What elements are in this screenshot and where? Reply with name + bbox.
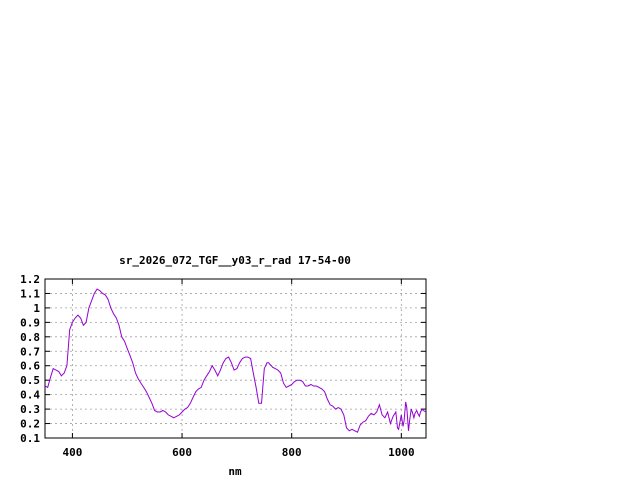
y-tick-label: 1.1 xyxy=(20,287,40,300)
y-tick-label: 0.8 xyxy=(20,331,40,344)
y-tick-label: 0.3 xyxy=(20,403,40,416)
x-axis-label: nm xyxy=(228,465,242,478)
axis-ticks xyxy=(45,278,426,439)
series-line xyxy=(44,288,427,433)
y-tick-label: 0.7 xyxy=(20,345,40,358)
plot-frame xyxy=(44,278,427,439)
x-tick-labels: 400 600 800 1000 xyxy=(62,446,414,459)
y-tick-label: 0.5 xyxy=(20,374,40,387)
y-tick-label: 0.9 xyxy=(20,316,40,329)
y-tick-label: 1.2 xyxy=(20,273,40,286)
x-tick-label: 800 xyxy=(282,446,302,459)
grid-lines xyxy=(45,279,426,438)
y-tick-label: 0.2 xyxy=(20,418,40,431)
y-tick-labels: 0.10.2 0.30.4 0.50.6 0.70.8 0.91 1.11.2 xyxy=(20,273,40,445)
chart-title: sr_2026_072_TGF__y03_r_rad 17-54-00 xyxy=(119,254,351,267)
y-tick-label: 0.6 xyxy=(20,360,40,373)
x-tick-label: 400 xyxy=(62,446,82,459)
x-tick-label: 600 xyxy=(172,446,192,459)
x-tick-label: 1000 xyxy=(388,446,415,459)
y-tick-label: 0.1 xyxy=(20,432,40,445)
y-tick-label: 1 xyxy=(33,302,40,315)
y-tick-label: 0.4 xyxy=(20,389,40,402)
